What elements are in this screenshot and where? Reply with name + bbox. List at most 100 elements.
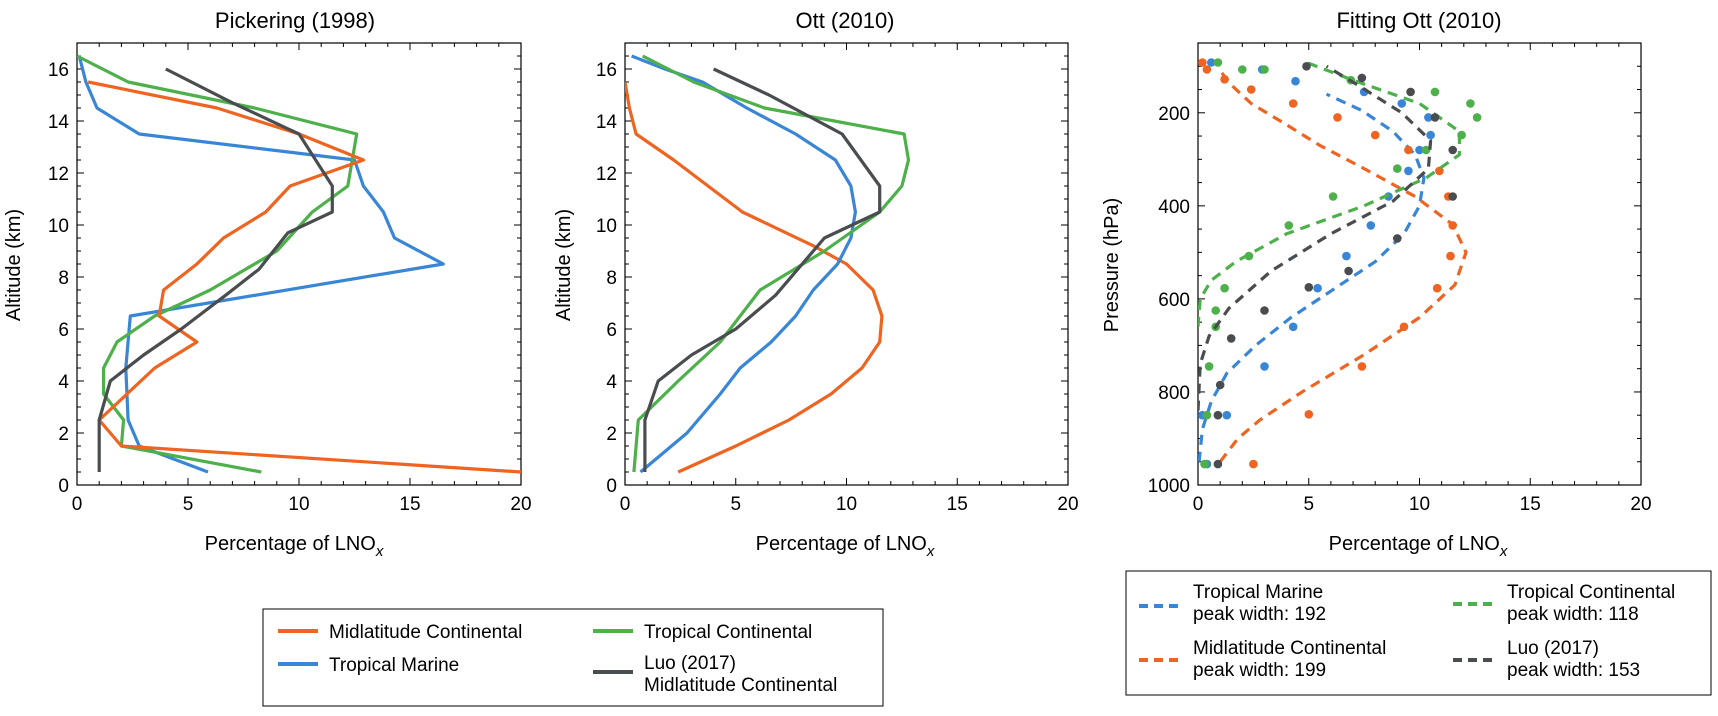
y-tick-label: 800 <box>1158 383 1190 404</box>
data-point-luo-2017 <box>1344 266 1353 276</box>
data-point-tropical-continental <box>1284 221 1294 230</box>
panel-pickering: Pickering (1998) 0 5 10 15 20 0 2 4 6 8 10 12 14 16 A… <box>3 8 532 560</box>
data-point-midlatitude-continental <box>1288 99 1298 108</box>
data-point-luo-2017 <box>1302 62 1311 71</box>
x-tick-label: 5 <box>183 494 194 515</box>
y-tick-label: 1000 <box>1148 476 1190 497</box>
y-tick-label: 400 <box>1158 197 1190 218</box>
panel-ott: Ott (2010) 0 5 10 15 20 0 2 4 6 8 10 12 14 16 Altitud… <box>553 8 1079 560</box>
data-point-tropical-continental <box>1430 87 1440 97</box>
data-point-midlatitude-continental <box>1448 221 1457 230</box>
data-point-tropical-marine <box>1291 76 1300 86</box>
panel-1-ylabel: Altitude (km) <box>3 209 25 321</box>
panel-1-xlabel-sub: x <box>375 543 384 560</box>
panel-3-xlabel-main: Percentage of LNO <box>1329 533 1500 555</box>
fit-line-tropical-continental <box>1198 60 1462 327</box>
legend-right: Tropical Marine peak width: 192 Midlatit… <box>1125 570 1712 696</box>
data-point-midlatitude-continental <box>1202 65 1212 74</box>
data-point-luo-2017 <box>1357 73 1367 83</box>
data-point-tropical-marine <box>1424 113 1433 122</box>
panel-fitting-ott: Fitting Ott (2010) 0 5 10 15 20 200 400 600 800 1… <box>1101 8 1652 560</box>
x-tick-label: 10 <box>288 494 309 515</box>
panel-1-xlabel: Percentage of LNOx <box>205 533 384 560</box>
series-line-midlatitude-continental <box>625 81 884 474</box>
fit-line-midlatitude-continental <box>1218 69 1468 463</box>
x-tick-label: 20 <box>1057 494 1078 515</box>
legend-label-luo-line1: Luo (2017) <box>644 653 736 674</box>
panel-2-title: Ott (2010) <box>795 8 894 33</box>
data-point-tropical-continental <box>1202 410 1212 420</box>
x-tick-label: 10 <box>1409 494 1430 515</box>
x-tick-label: 5 <box>1303 494 1314 515</box>
y-tick-label: 10 <box>596 216 617 237</box>
data-point-luo-2017 <box>1213 410 1223 420</box>
legend-fit-label-luo-2017-1: Luo (2017) <box>1507 638 1599 659</box>
fit-line-tropical-marine <box>1198 92 1426 462</box>
data-point-tropical-continental <box>1393 164 1402 173</box>
panel-2-plot: 0 5 10 15 20 0 2 4 6 8 10 12 14 16 <box>596 42 1079 515</box>
data-point-tropical-marine <box>1207 58 1216 67</box>
data-point-tropical-continental <box>1466 99 1475 108</box>
data-point-midlatitude-continental <box>1246 85 1256 94</box>
data-point-midlatitude-continental <box>1446 251 1455 261</box>
data-point-midlatitude-continental <box>1198 58 1207 67</box>
data-point-tropical-continental <box>1421 145 1431 155</box>
legend-label-luo-2017: Luo (2017) Midlatitude Continental <box>644 653 837 696</box>
data-point-midlatitude-continental <box>1357 362 1367 371</box>
legend-label-tropical-marine: Tropical Marine <box>329 655 459 676</box>
panel-3-xlabel-sub: x <box>1499 543 1508 560</box>
data-point-tropical-marine <box>1342 251 1351 261</box>
legend-left: Midlatitude Continental Tropical Contine… <box>262 608 884 707</box>
panel-3-ylabel: Pressure (hPa) <box>1101 198 1123 333</box>
data-point-tropical-marine <box>1404 166 1413 176</box>
data-point-tropical-marine <box>1313 283 1322 293</box>
series-line-tropical-continental <box>632 54 911 473</box>
y-tick-label: 2 <box>58 424 69 445</box>
data-point-tropical-continental <box>1244 251 1254 261</box>
legend-fit-label-tropical-continental-1: Tropical Continental <box>1507 582 1675 603</box>
legend-left-frame <box>262 608 884 707</box>
data-point-tropical-continental <box>1213 58 1223 67</box>
x-tick-label: 0 <box>1193 494 1204 515</box>
series-line-midlatitude-continental <box>87 80 521 474</box>
data-point-tropical-continental <box>1211 306 1220 315</box>
data-point-luo-2017 <box>1226 334 1236 343</box>
plot-data <box>625 54 911 474</box>
legend-fit-label-luo-2017: Luo (2017) peak width: 153 <box>1507 638 1640 681</box>
data-point-tropical-continental <box>1238 65 1247 74</box>
data-point-midlatitude-continental <box>1333 113 1342 122</box>
y-tick-label: 4 <box>58 372 69 393</box>
data-point-tropical-marine <box>1260 362 1269 371</box>
x-tick-label: 0 <box>620 494 631 515</box>
data-point-luo-2017 <box>1406 87 1415 97</box>
data-point-tropical-marine <box>1426 130 1435 140</box>
data-point-midlatitude-continental <box>1370 130 1380 140</box>
plot-frame <box>1197 42 1642 486</box>
legend-right-frame <box>1125 570 1712 696</box>
y-tick-label: 600 <box>1158 290 1190 311</box>
y-tick-label: 14 <box>596 112 618 133</box>
data-point-midlatitude-continental <box>1404 145 1413 155</box>
data-point-tropical-marine <box>1288 322 1298 332</box>
data-point-luo-2017 <box>1260 306 1269 315</box>
data-point-tropical-continental <box>1220 283 1229 293</box>
data-point-luo-2017 <box>1448 192 1457 201</box>
series-line-tropical-marine <box>77 55 445 474</box>
data-point-tropical-marine <box>1222 410 1232 420</box>
legend-fit-label-tropical-marine-1: Tropical Marine <box>1193 582 1323 603</box>
x-tick-label: 10 <box>836 494 857 515</box>
legend-fit-label-midlatitude-continental-1: Midlatitude Continental <box>1193 638 1386 659</box>
legend-fit-label-tropical-continental-2: peak width: 118 <box>1507 604 1639 625</box>
panel-2-xlabel-main: Percentage of LNO <box>756 533 927 555</box>
y-tick-label: 10 <box>48 216 69 237</box>
x-tick-label: 5 <box>730 494 741 515</box>
data-point-midlatitude-continental <box>1249 459 1258 469</box>
y-tick-label: 4 <box>606 372 617 393</box>
data-point-tropical-continental <box>1457 130 1466 140</box>
y-tick-label: 16 <box>596 60 617 81</box>
series-line-tropical-continental <box>77 54 359 474</box>
panel-1-plot: 0 5 10 15 20 0 2 4 6 8 10 12 14 16 <box>48 42 532 515</box>
y-tick-label: 2 <box>606 424 617 445</box>
y-tick-label: 0 <box>606 476 617 497</box>
